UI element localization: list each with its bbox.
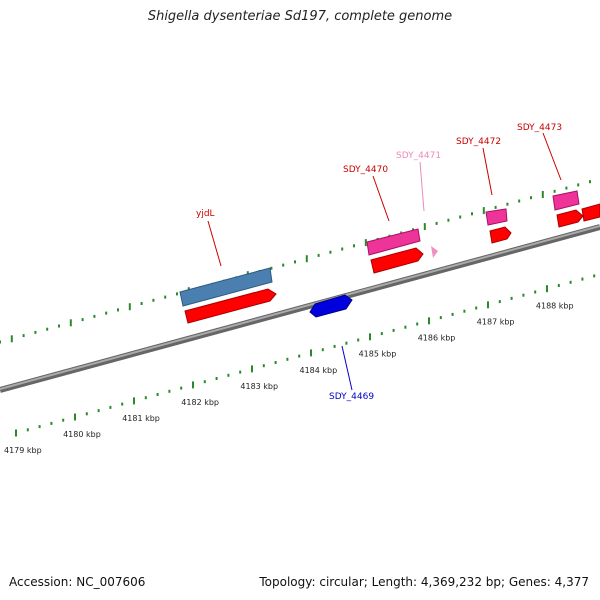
scale-label: 4181 kbp bbox=[122, 414, 160, 423]
feature-SDY_4473-cds[interactable] bbox=[556, 209, 584, 228]
genome-backbone bbox=[0, 224, 600, 393]
feature-SDY_4469[interactable] bbox=[309, 294, 353, 318]
scale-label: 4187 kbp bbox=[477, 318, 515, 327]
scale-label: 4179 kbp bbox=[4, 446, 42, 455]
genome-summary-text: Topology: circular; Length: 4,369,232 bp… bbox=[259, 575, 589, 589]
feature-SDY_4473[interactable] bbox=[552, 190, 580, 211]
scale-label: 4185 kbp bbox=[359, 350, 397, 359]
gene-label-SDY_4473[interactable]: SDY_4473 bbox=[517, 123, 562, 133]
gene-label-SDY_4470[interactable]: SDY_4470 bbox=[343, 165, 388, 175]
label-leaders bbox=[207, 132, 562, 391]
lower-tick-row bbox=[15, 274, 596, 437]
feature-SDY_4471[interactable] bbox=[431, 246, 438, 258]
gene-label-yjdL[interactable]: yjdL bbox=[196, 209, 215, 219]
scale-label: 4184 kbp bbox=[300, 366, 338, 375]
accession-text: Accession: NC_007606 bbox=[9, 575, 146, 589]
gene-label-SDY_4471[interactable]: SDY_4471 bbox=[396, 151, 441, 161]
feature-SDY_4472[interactable] bbox=[485, 208, 508, 226]
feature-offscreen-cds[interactable] bbox=[581, 203, 600, 222]
feature-yjdL[interactable] bbox=[179, 267, 273, 307]
feature-SDY_4472-cds[interactable] bbox=[489, 226, 512, 244]
feature-yjdL-cds[interactable] bbox=[184, 288, 277, 324]
scale-label: 4180 kbp bbox=[63, 430, 101, 439]
gene-label-SDY_4472[interactable]: SDY_4472 bbox=[456, 137, 501, 147]
scale-label: 4182 kbp bbox=[181, 398, 219, 407]
map-title: Shigella dysenteriae Sd197, complete gen… bbox=[147, 9, 453, 24]
feature-SDY_4470-cds[interactable] bbox=[370, 247, 424, 274]
feature-SDY_4470[interactable] bbox=[366, 228, 421, 256]
scale-label: 4188 kbp bbox=[536, 302, 574, 311]
scale-labels: 4179 kbp 4180 kbp 4181 kbp 4182 kbp 4183 kbp… bbox=[4, 302, 574, 456]
scale-label: 4186 kbp bbox=[418, 334, 456, 343]
scale-label: 4183 kbp bbox=[240, 382, 278, 391]
gene-label-SDY_4469[interactable]: SDY_4469 bbox=[329, 392, 374, 402]
